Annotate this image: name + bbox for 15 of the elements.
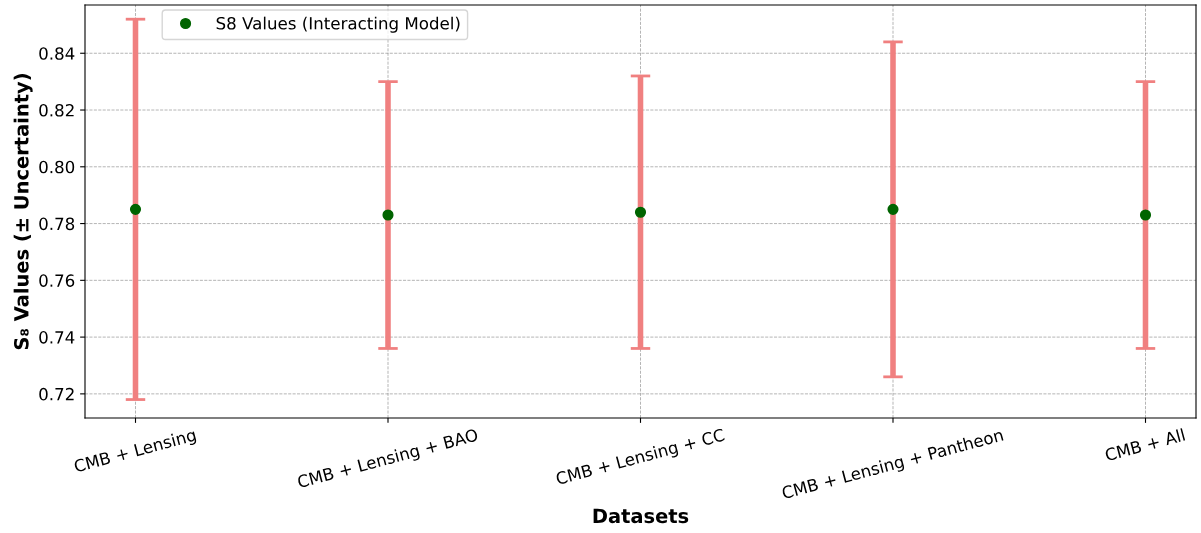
x-tick-label: CMB + Lensing + BAO bbox=[296, 427, 480, 492]
y-axis-title: S₈ Values (± Uncertainty) bbox=[13, 74, 33, 350]
x-tick-label: CMB + Lensing + Pantheon bbox=[781, 428, 1005, 503]
y-tick-label: 0.80 bbox=[39, 160, 75, 174]
y-tick-label: 0.82 bbox=[39, 103, 74, 117]
y-tick-label: 0.76 bbox=[39, 274, 75, 287]
x-tick-label: CMB + All bbox=[1104, 428, 1186, 462]
y-tick-label: 0.84 bbox=[39, 47, 75, 60]
y-tick-label: 0.78 bbox=[39, 217, 75, 231]
y-tick-label: 0.72 bbox=[39, 387, 74, 401]
x-axis-title: Datasets bbox=[593, 508, 689, 524]
y-tick-label: 0.74 bbox=[39, 331, 75, 344]
legend-label: S8 Values (Interacting Model) bbox=[216, 16, 460, 33]
x-tick-label: CMB + Lensing + CC bbox=[555, 427, 726, 489]
x-tick-label: CMB + Lensing bbox=[73, 428, 198, 476]
